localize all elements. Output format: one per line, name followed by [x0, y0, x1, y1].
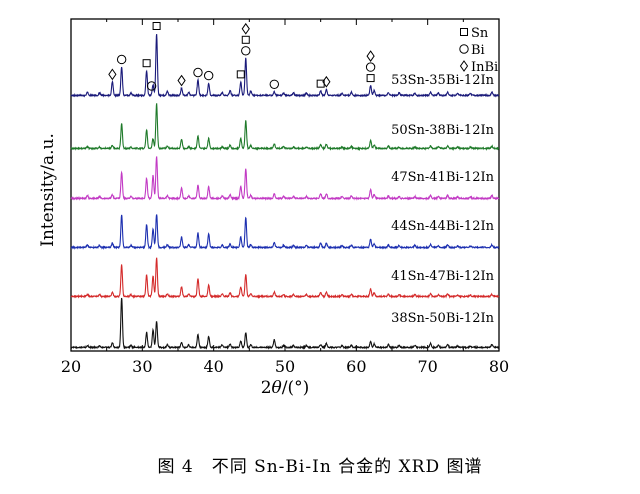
x-tick-label: 40	[203, 357, 223, 376]
y-axis-label: Intensity/a.u.	[38, 133, 58, 247]
x-tick-label: 70	[417, 357, 437, 376]
square-phase-marker	[142, 59, 151, 68]
circle-phase-marker	[241, 46, 251, 56]
circle-phase-marker	[203, 70, 214, 81]
series-label: 44Sn-44Bi-12In	[391, 219, 495, 234]
series-line	[70, 214, 500, 251]
legend-label: Bi	[471, 43, 485, 58]
circle-phase-marker	[193, 67, 203, 78]
diamond-phase-marker	[241, 22, 250, 35]
square-legend-symbol	[460, 28, 468, 36]
diamond-legend-symbol	[459, 60, 469, 72]
diamond-phase-marker	[366, 50, 375, 62]
square-phase-marker	[241, 35, 250, 44]
series-label: 50Sn-38Bi-12In	[391, 123, 495, 138]
square-phase-marker	[152, 21, 161, 30]
series-label: 41Sn-47Bi-12In	[391, 269, 495, 284]
series-line	[70, 257, 500, 300]
x-tick-label: 80	[489, 357, 509, 376]
series-label: 38Sn-50Bi-12In	[391, 311, 495, 326]
x-tick-label: 50	[275, 357, 295, 376]
series-label: 53Sn-35Bi-12In	[391, 73, 495, 88]
legend-label: Sn	[471, 26, 489, 41]
x-axis-label: 2θ/(°)	[261, 378, 310, 398]
circle-phase-marker	[365, 62, 376, 72]
series-line	[70, 103, 500, 152]
legend-label: InBi	[471, 60, 498, 75]
series-line	[70, 156, 500, 201]
x-tick-label: 20	[61, 357, 81, 376]
x-tick-label: 30	[132, 357, 152, 376]
diamond-phase-marker	[177, 74, 186, 87]
x-tick-label: 60	[346, 357, 366, 376]
circle-legend-symbol	[459, 44, 469, 54]
figure-caption: 图 4 不同 Sn-Bi-In 合金的 XRD 图谱	[157, 457, 483, 477]
series-label: 47Sn-41Bi-12In	[391, 170, 495, 185]
circle-phase-marker	[146, 81, 157, 91]
plot-frame	[70, 18, 500, 352]
diamond-phase-marker	[108, 68, 117, 81]
circle-phase-marker	[116, 54, 127, 65]
circle-phase-marker	[269, 79, 279, 89]
square-phase-marker	[366, 74, 375, 83]
series-line	[70, 34, 500, 99]
series-line	[70, 297, 500, 350]
diamond-phase-marker	[322, 75, 331, 88]
square-phase-marker	[236, 70, 245, 79]
